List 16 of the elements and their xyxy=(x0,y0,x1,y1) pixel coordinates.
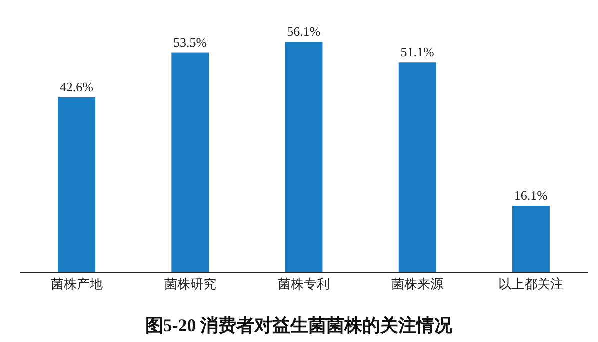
data-label: 51.1% xyxy=(400,44,434,60)
x-tick-label: 以上都关注 xyxy=(498,276,564,292)
x-tick-label: 菌株来源 xyxy=(392,276,444,292)
data-label: 56.1% xyxy=(287,24,321,40)
data-label: 16.1% xyxy=(514,188,548,204)
data-label: 42.6% xyxy=(60,79,94,94)
bar xyxy=(58,97,96,272)
bar xyxy=(512,206,550,272)
bar xyxy=(285,42,323,272)
text: 图5-20 消费者对益生菌菌株的关注情况 xyxy=(145,316,454,336)
x-tick-label: 菌株产地 xyxy=(50,276,103,292)
data-label: 53.5% xyxy=(174,34,208,50)
bar xyxy=(172,52,210,272)
bar xyxy=(398,62,436,272)
x-tick-label: 菌株专利 xyxy=(278,276,330,292)
x-tick-label: 菌株研究 xyxy=(164,276,216,292)
